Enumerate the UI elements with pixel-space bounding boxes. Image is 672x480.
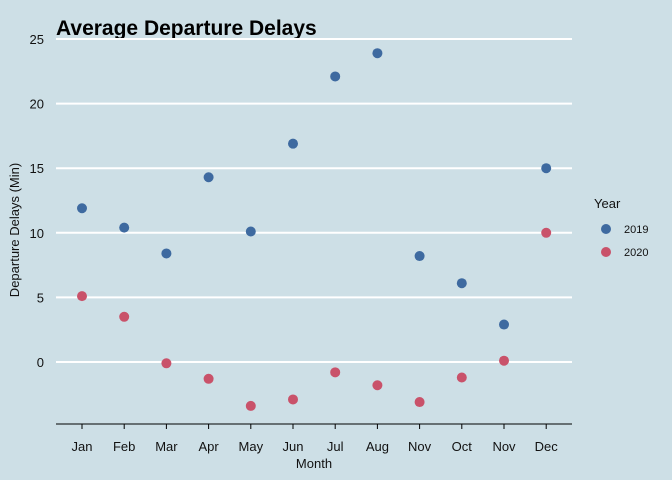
point-2019-11 [541,163,552,174]
x-tick-label-5: Jun [283,439,304,454]
point-2020-11 [541,227,552,238]
point-2020-5 [288,394,298,405]
point-2019-1 [119,222,130,233]
chart-title: Average Departure Delays [56,17,317,40]
x-tick-label-1: Feb [113,439,135,454]
x-tick-label-3: Apr [198,439,219,454]
legend-title: Year [594,196,621,211]
y-tick-label-1: 5 [37,290,44,305]
point-2020-9 [456,372,467,383]
legend-label-2019: 2019 [624,224,648,236]
point-2019-6 [330,71,341,82]
x-tick-label-10: Nov [492,439,516,454]
legend-key-2020 [601,247,611,257]
y-tick-label-0: 0 [37,355,44,370]
y-tick-labels: 0 5 10 15 20 25 [30,32,44,370]
legend: Year 2019 2020 [594,196,648,259]
legend-label-2020: 2020 [624,247,648,259]
point-2019-10 [499,319,509,330]
point-2020-7 [372,380,383,391]
point-2020-2 [161,358,172,369]
x-tick-labels: Jan Feb Mar Apr May Jun Jul Aug Nov Oct Nov Dec [72,439,559,454]
gridlines [56,38,572,363]
y-tick-label-3: 15 [30,161,44,176]
point-2020-4 [245,400,256,411]
point-2019-8 [414,251,425,262]
point-2019-7 [372,48,383,59]
x-tick-label-8: Nov [408,439,432,454]
x-tick-label-6: Jul [327,439,344,454]
axes [56,423,572,429]
legend-key-2019 [601,224,611,234]
point-2020-0 [77,291,87,302]
y-tick-label-5: 25 [30,32,44,47]
y-tick-label-2: 10 [30,226,44,241]
x-tick-label-2: Mar [155,439,178,454]
point-2020-3 [203,373,214,384]
x-tick-label-9: Oct [452,439,473,454]
point-2020-10 [499,355,509,366]
point-2019-4 [245,226,256,237]
point-2019-5 [288,138,298,149]
point-2019-9 [456,278,467,289]
point-2020-6 [330,367,341,378]
x-axis-title: Month [296,456,332,471]
x-tick-label-0: Jan [72,439,93,454]
point-2019-2 [161,248,172,259]
y-axis-title: Departure Delays (Min) [7,163,22,297]
point-2019-3 [203,172,214,183]
point-2020-8 [414,397,425,408]
x-tick-label-7: Aug [366,439,389,454]
data-points [77,48,552,411]
point-2019-0 [77,203,87,214]
x-tick-label-4: May [239,439,264,454]
point-2020-1 [119,311,130,322]
y-tick-label-4: 20 [30,97,44,112]
x-tick-label-11: Dec [535,439,559,454]
